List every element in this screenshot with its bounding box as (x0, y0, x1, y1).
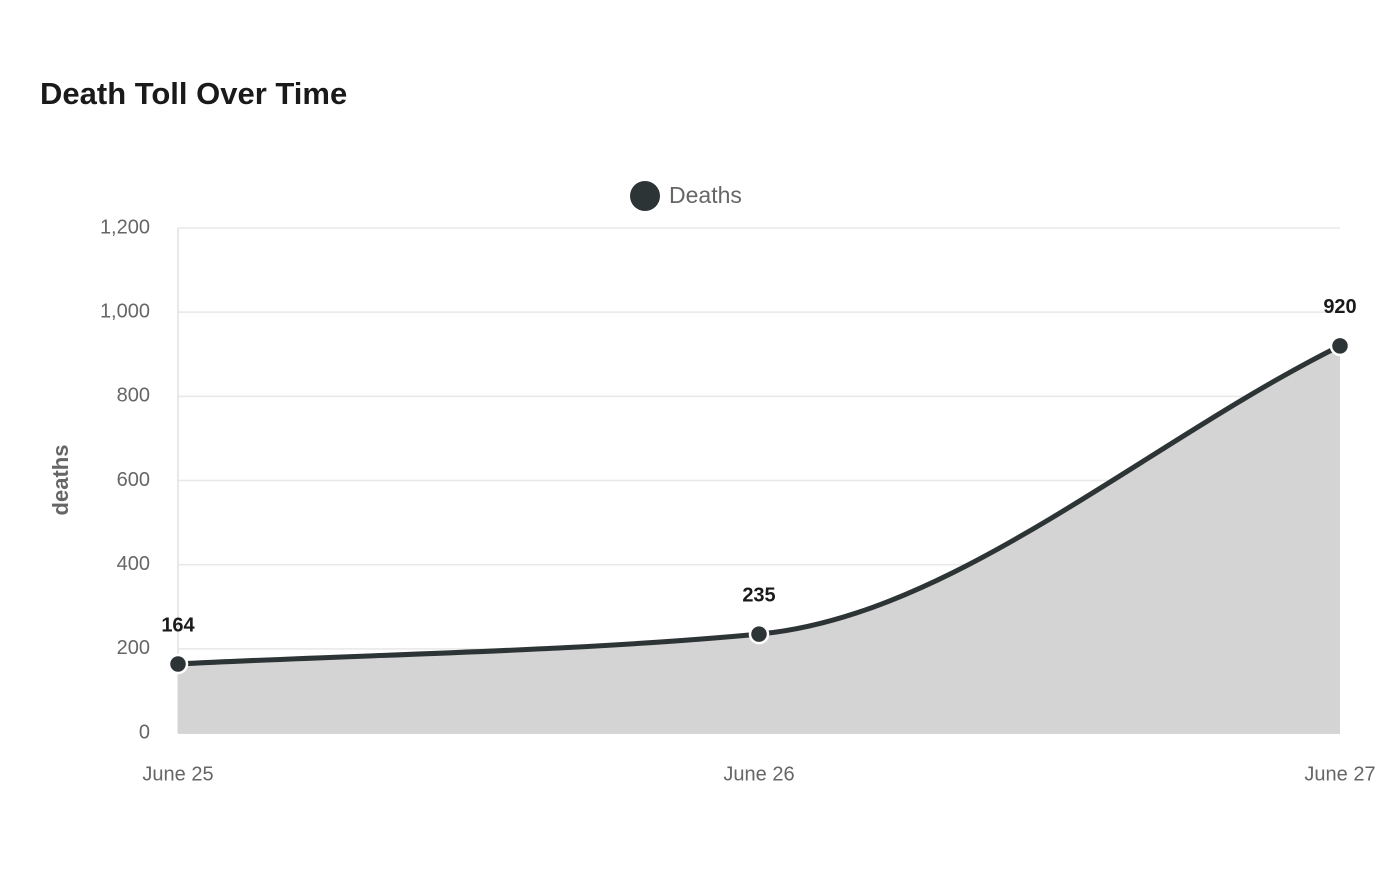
y-tick-label: 400 (117, 553, 150, 575)
legend-label: Deaths (669, 182, 742, 208)
legend-marker (630, 181, 660, 211)
value-label: 920 (1323, 296, 1356, 318)
y-axis-label: deaths (48, 445, 73, 516)
value-label: 235 (742, 584, 775, 606)
x-tick-label: June 27 (1304, 763, 1375, 785)
y-tick-label: 200 (117, 637, 150, 659)
y-tick-label: 0 (139, 721, 150, 743)
x-tick-label: June 25 (142, 763, 213, 785)
y-tick-label: 1,200 (100, 216, 150, 238)
value-label: 164 (161, 614, 195, 636)
area (178, 345, 1340, 733)
y-tick-label: 800 (117, 385, 150, 407)
x-tick-label: June 26 (723, 763, 794, 785)
y-tick-label: 1,000 (100, 300, 150, 322)
chart-title: Death Toll Over Time (40, 76, 347, 111)
point (1329, 335, 1351, 357)
point (748, 623, 770, 645)
point (167, 653, 189, 675)
y-tick-label: 600 (117, 469, 150, 491)
